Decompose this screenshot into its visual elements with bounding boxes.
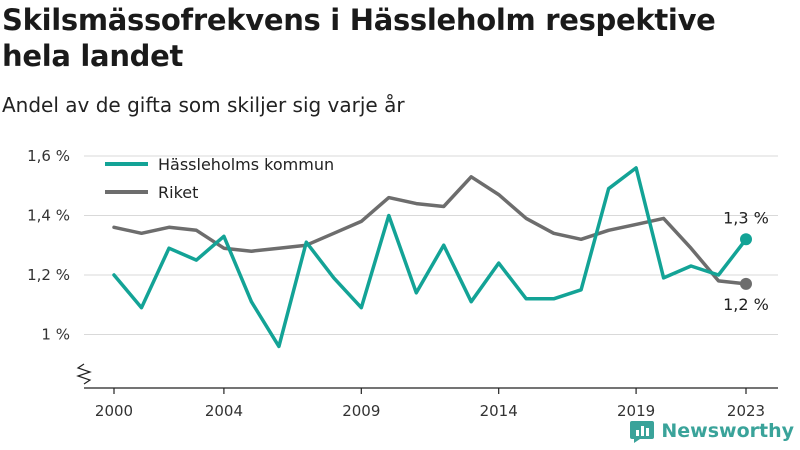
x-tick-labels: 2000 2004 2009 2014 2019 2023 bbox=[95, 388, 765, 420]
y-tick-label: 1,6 % bbox=[27, 147, 70, 165]
axes bbox=[76, 363, 778, 389]
legend-label-riket: Riket bbox=[158, 183, 198, 202]
end-marker-riket bbox=[740, 277, 752, 290]
series-line-riket bbox=[112, 175, 748, 286]
legend-item-riket: Riket bbox=[105, 183, 198, 202]
end-label-riket: 1,2 % bbox=[723, 295, 769, 314]
y-tick-label: 1,2 % bbox=[27, 266, 70, 284]
x-tick-label: 2019 bbox=[617, 402, 655, 420]
y-tick-label: 1,4 % bbox=[27, 206, 70, 224]
end-label-hassleholm: 1,3 % bbox=[723, 208, 769, 227]
chart-subtitle: Andel av de gifta som skiljer sig varje … bbox=[2, 93, 405, 117]
x-tick-label: 2023 bbox=[727, 402, 765, 420]
x-tick-label: 2009 bbox=[342, 402, 380, 420]
grid-lines bbox=[84, 155, 778, 335]
brand-name: Newsworthy bbox=[661, 420, 794, 442]
legend: Hässleholms kommun Riket bbox=[105, 155, 334, 202]
series-line-hassleholm bbox=[112, 166, 748, 349]
y-axis-break-icon bbox=[76, 363, 92, 385]
newsworthy-logo-icon bbox=[630, 421, 655, 443]
x-tick-label: 2014 bbox=[480, 402, 518, 420]
y-tick-label: 1 % bbox=[41, 325, 70, 343]
x-tick-label: 2000 bbox=[95, 402, 133, 420]
chart-title: Skilsmässofrekvens i Hässleholm respekti… bbox=[2, 3, 716, 73]
y-tick-labels: 1 % 1,2 % 1,4 % 1,6 % bbox=[27, 147, 70, 344]
end-markers: 1,3 % 1,2 % bbox=[723, 208, 769, 314]
end-marker-hassleholm bbox=[740, 233, 752, 246]
brand-logo: Newsworthy bbox=[629, 418, 794, 444]
x-tick-label: 2004 bbox=[205, 402, 243, 420]
series-lines bbox=[112, 166, 748, 349]
legend-item-hassleholm: Hässleholms kommun bbox=[105, 155, 334, 174]
legend-label-hassleholm: Hässleholms kommun bbox=[158, 155, 334, 174]
